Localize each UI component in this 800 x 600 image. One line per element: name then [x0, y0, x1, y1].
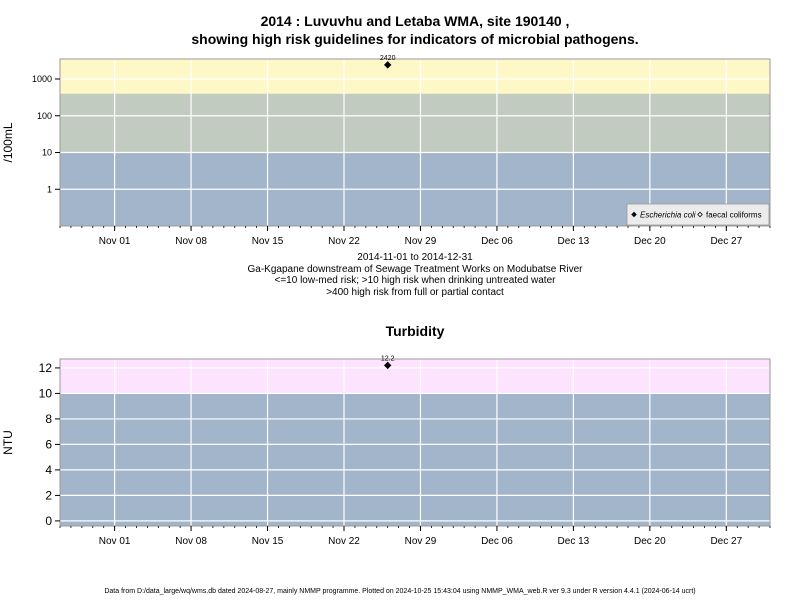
risk-band-2 [60, 59, 770, 94]
legend-label-0: Escherichia coli [640, 211, 696, 220]
caption-line-drinking-risk: <=10 low-med risk; >10 high risk when dr… [274, 275, 556, 286]
risk-band-0 [60, 393, 770, 526]
x-tick-label-5: Dec 06 [481, 536, 513, 547]
y-tick-label-3: 6 [45, 438, 52, 452]
x-tick-label-5: Dec 06 [481, 236, 513, 247]
y-tick-label-0: 0 [45, 514, 52, 528]
plot-frame [59, 58, 771, 227]
data-point-0-0 [383, 61, 392, 69]
y-tick-label-3: 1000 [32, 74, 52, 84]
risk-band-1 [60, 359, 770, 394]
legend-marker-0 [631, 211, 637, 218]
y-tick-label-0: 1 [47, 184, 52, 194]
x-tick-label-0: Nov 01 [99, 236, 131, 247]
legend-label-1: faecal coliforms [706, 211, 762, 220]
x-tick-label-1: Nov 08 [175, 236, 207, 247]
x-axis: Nov 01 Nov 08 Nov 15 Nov 22 Nov 29 Dec 06 Dec … [59, 226, 771, 247]
plot-area [59, 358, 771, 527]
x-tick-label-3: Nov 22 [328, 536, 360, 547]
turbidity-title: Turbidity [385, 323, 445, 339]
x-tick-label-3: Nov 22 [328, 236, 360, 247]
legend: Escherichia coli faecal coliforms [626, 203, 770, 226]
chart-caption: 2014-11-01 to 2014-12-31 Ga-Kgapane down… [60, 252, 770, 298]
x-tick-label-7: Dec 20 [634, 536, 666, 547]
x-tick-label-6: Dec 13 [558, 536, 590, 547]
x-tick-label-4: Nov 29 [405, 536, 437, 547]
caption-line-contact-risk: >400 high risk from full or partial cont… [326, 286, 504, 298]
x-tick-label-2: Nov 15 [252, 236, 284, 247]
y-axis: 0 2 4 6 8 10 12 [39, 361, 60, 528]
risk-band-1 [60, 93, 770, 153]
y-axis-label: /100mL [1, 122, 15, 162]
plot-area [59, 58, 771, 227]
x-tick-label-7: Dec 20 [634, 236, 666, 247]
data-label-0-0: 12.2 [381, 355, 395, 362]
x-tick-label-1: Nov 08 [175, 536, 207, 547]
main-title-line-2: showing high risk guidelines for indicat… [191, 31, 639, 47]
caption-line-site: Ga-Kgapane downstream of Sewage Treatmen… [247, 263, 583, 275]
y-axis: 1 10 100 1000 [32, 74, 60, 194]
x-tick-label-8: Dec 27 [710, 236, 742, 247]
microbial-chart: 1 10 100 1000/100mL Nov 01 Nov 08 Nov 15 Nov 22… [1, 55, 771, 247]
data-label-0-0: 2420 [380, 55, 396, 62]
y-tick-label-5: 10 [39, 387, 53, 401]
footer-note: Data from D:/data_large/wq/wms.db dated … [104, 588, 696, 595]
y-tick-label-1: 2 [45, 489, 52, 503]
x-tick-label-0: Nov 01 [99, 536, 131, 547]
main-title-line-1: 2014 : Luvuvhu and Letaba WMA, site 1901… [260, 13, 570, 29]
x-tick-label-2: Nov 15 [252, 536, 284, 547]
caption-line-date-range: 2014-11-01 to 2014-12-31 [357, 252, 473, 263]
y-tick-label-6: 12 [39, 361, 53, 375]
plot-frame [59, 358, 771, 527]
x-axis: Nov 01 Nov 08 Nov 15 Nov 22 Nov 29 Dec 06 Dec … [59, 526, 771, 547]
legend-marker-1 [697, 211, 703, 218]
y-axis-label: NTU [1, 430, 15, 455]
x-tick-label-6: Dec 13 [558, 236, 590, 247]
y-tick-label-4: 8 [45, 412, 52, 426]
data-point-0-0 [383, 361, 392, 370]
y-tick-label-1: 10 [42, 148, 52, 158]
main-title: 2014 : Luvuvhu and Letaba WMA, site 1901… [60, 12, 770, 48]
x-tick-label-8: Dec 27 [710, 536, 742, 547]
y-tick-label-2: 4 [45, 463, 52, 477]
y-tick-label-2: 100 [37, 111, 52, 121]
x-tick-label-4: Nov 29 [405, 236, 437, 247]
